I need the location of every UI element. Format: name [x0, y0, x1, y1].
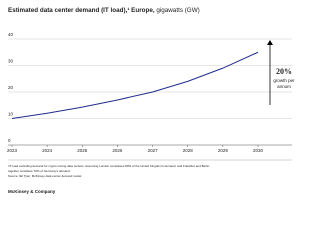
x-tick-label: 2027: [148, 148, 159, 153]
title-main: Estimated data center demand (IT load),¹…: [8, 7, 155, 14]
x-tick-label: 2030: [253, 148, 264, 153]
annotation-value: 20%: [276, 67, 292, 76]
footnote: Source: IEI Tyler; McKinsey data center …: [8, 174, 82, 178]
annotation-arrowhead: [267, 40, 273, 45]
line-series: [11, 51, 259, 119]
unit-label: gigawatts (GW): [156, 7, 199, 14]
x-tick-label: 2025: [77, 148, 88, 153]
y-tick-label: 0: [8, 138, 11, 143]
annotation-text: annum: [277, 84, 291, 89]
x-tick-label: 2029: [218, 148, 229, 153]
footnote: together constitute 70% of Germany's dem…: [8, 169, 71, 173]
x-tick-label: 2024: [42, 148, 53, 153]
x-tick-label: 2026: [112, 148, 123, 153]
footnote: ¹IT load excluding demand for crypto min…: [8, 164, 210, 168]
brand: McKinsey & Company: [8, 189, 56, 194]
annotation-text: growth per: [273, 78, 295, 83]
chart-title: Estimated data center demand (IT load),¹…: [8, 7, 200, 14]
y-tick-label: 10: [8, 112, 14, 117]
x-tick-label: 2023: [7, 148, 18, 153]
y-tick-label: 40: [8, 32, 14, 37]
y-tick-label: 20: [8, 85, 14, 90]
chart: Estimated data center demand (IT load),¹…: [7, 7, 295, 195]
y-tick-label: 30: [8, 59, 14, 64]
x-tick-label: 2028: [183, 148, 194, 153]
